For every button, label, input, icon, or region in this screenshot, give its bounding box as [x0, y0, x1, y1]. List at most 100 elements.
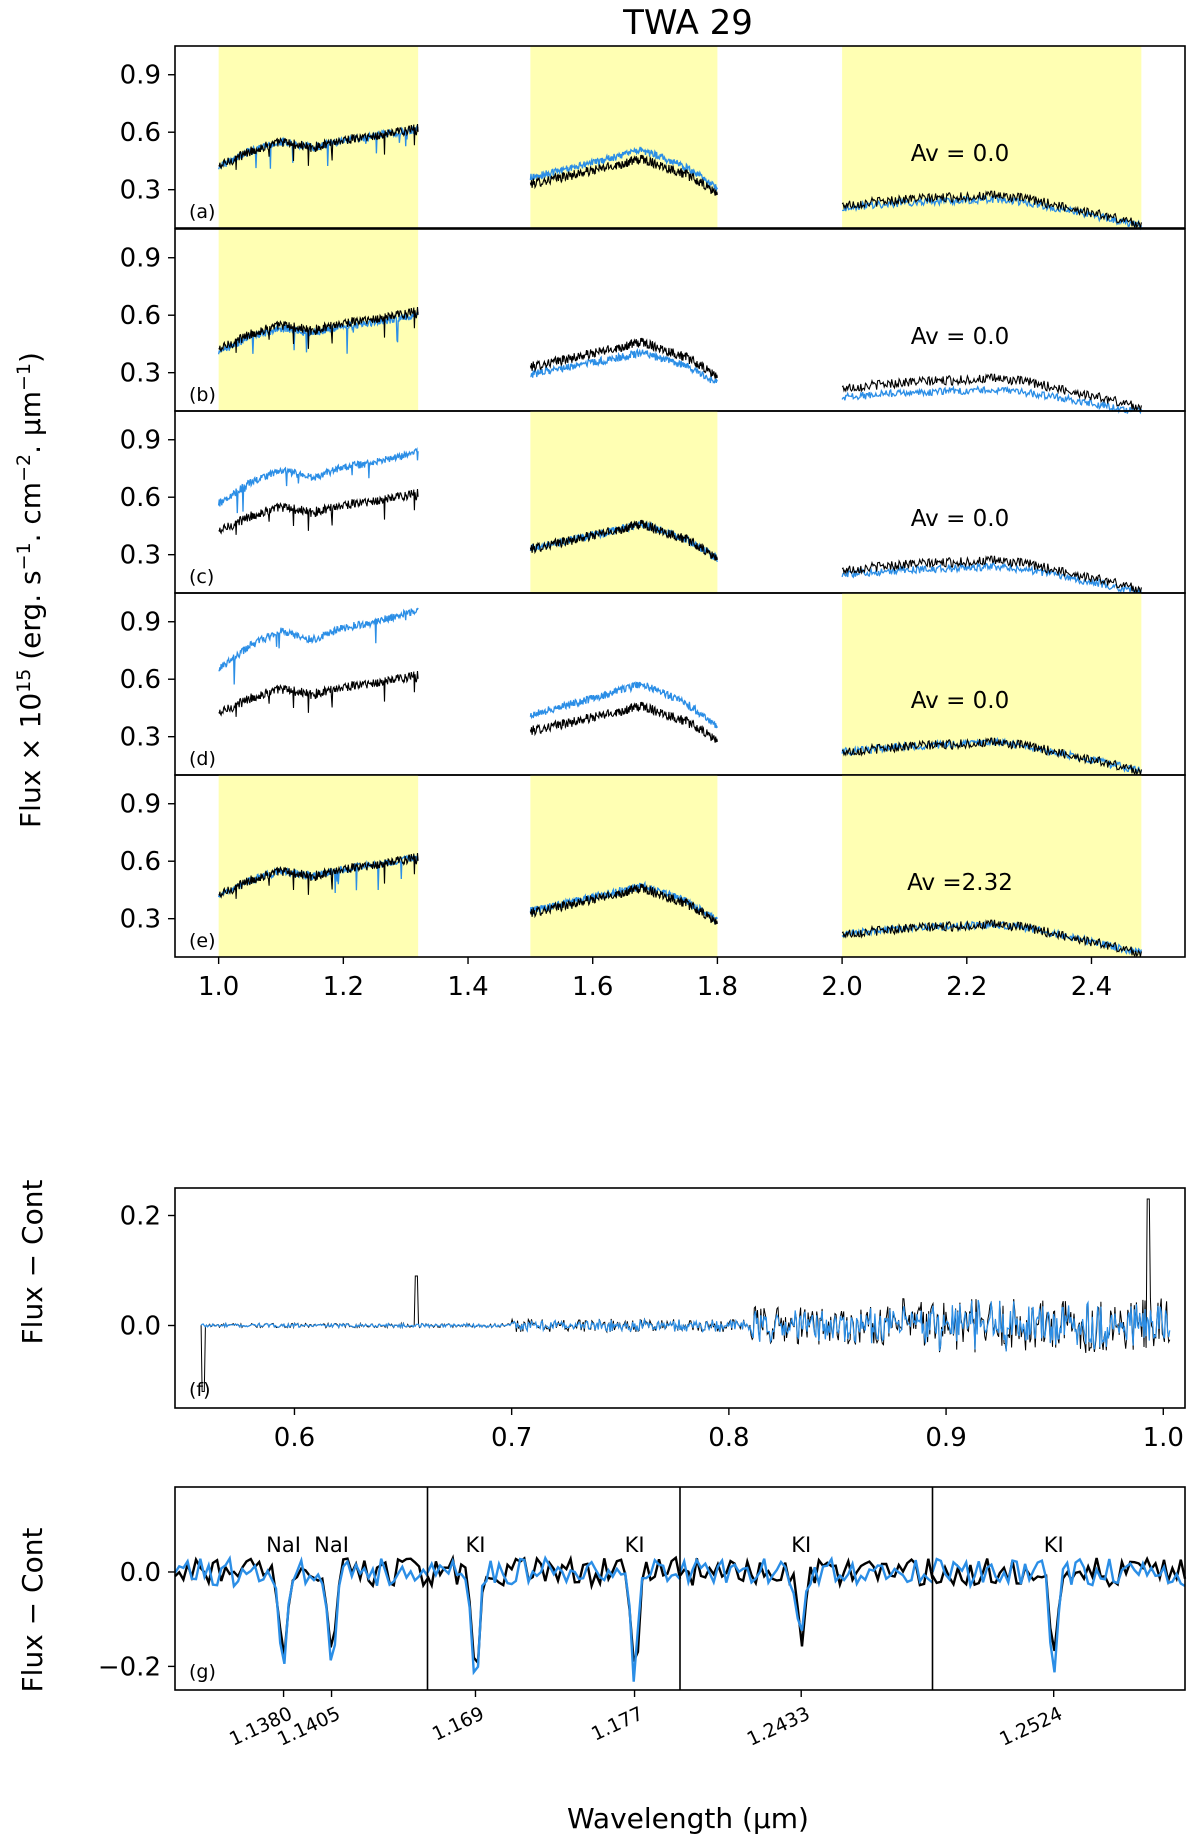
spectral-line-label: KI — [1044, 1533, 1064, 1557]
panel-c: 0.3 0.6 0.9 (c) Av = 0.0 — [120, 410, 1186, 596]
observed-residual — [200, 1198, 1171, 1392]
shaded-band — [530, 775, 718, 957]
spectral-line-label: NaI — [314, 1533, 349, 1557]
y-tick-label: 0.9 — [120, 426, 161, 456]
main-y-axis-title: Flux × 1015 (erg. s−1. cm−2. μm−1) — [13, 352, 47, 828]
spectral-line-label: NaI — [266, 1533, 301, 1557]
y-tick-label: 0.0 — [120, 1558, 161, 1588]
panel-label: (a) — [189, 201, 215, 223]
y-tick-label: 0.3 — [120, 176, 161, 206]
panel-label: (g) — [189, 1661, 216, 1683]
x-tick-label: 1.2 — [323, 972, 364, 1002]
observed-spectrum — [529, 701, 718, 743]
extinction-annotation: Av = 0.0 — [911, 324, 1009, 350]
panel-f: 0.0 0.2 0.6 0.7 0.8 0.9 1.0 (f) — [120, 1187, 1186, 1453]
panel-g-y-axis-title: Flux − Cont — [16, 1528, 49, 1693]
extinction-annotation: Av = 0.0 — [911, 688, 1009, 714]
panel-frame — [174, 1187, 1186, 1409]
model-spectrum — [841, 561, 1143, 596]
subpanel-2: KI KI 1.169 1.177 — [426, 1487, 682, 1746]
panel-label: (f) — [189, 1379, 211, 1401]
extinction-annotation: Av = 0.0 — [911, 506, 1009, 532]
y-tick-label: −0.2 — [98, 1652, 161, 1682]
shaded-band — [218, 775, 419, 957]
model-spectrum — [217, 446, 419, 514]
x-tick-label: 1.2524 — [996, 1703, 1066, 1751]
y-tick-label: 0.9 — [120, 790, 161, 820]
observed-line-profile — [174, 1556, 429, 1657]
y-tick-label: 0.6 — [120, 847, 161, 877]
spectral-line-label: KI — [625, 1533, 645, 1557]
x-tick-label: 1.177 — [588, 1703, 647, 1746]
figure-title: TWA 29 — [622, 3, 753, 43]
subpanel-4: KI 1.2524 — [931, 1487, 1187, 1751]
panel-d: 0.3 0.6 0.9 (d) Av = 0.0 — [120, 592, 1186, 776]
model-line-profile — [173, 1555, 429, 1665]
extinction-annotation: Av = 0.0 — [911, 141, 1009, 167]
y-tick-label: 0.6 — [120, 483, 161, 513]
x-tick-label: 0.8 — [708, 1423, 749, 1453]
observed-spectrum — [529, 883, 718, 925]
extinction-annotation: Av =2.32 — [907, 870, 1013, 896]
shaded-band — [218, 46, 419, 228]
main-panels: 0.3 0.6 0.9 (a) Av = 0.0 0.3 0.6 0.9 (b) Av = 0.0… — [120, 45, 1186, 1002]
observed-spectrum — [218, 488, 419, 535]
spectral-line-label: KI — [465, 1533, 485, 1557]
panel-label: (d) — [189, 748, 216, 770]
model-spectrum — [841, 385, 1143, 415]
model-spectrum — [529, 146, 718, 192]
observed-spectrum — [841, 190, 1142, 229]
x-axis-title: Wavelength (μm) — [567, 1802, 809, 1835]
panel-label: (b) — [189, 384, 216, 406]
y-tick-label: 0.9 — [120, 608, 161, 638]
model-line-profile — [678, 1555, 934, 1632]
observed-spectrum — [529, 519, 718, 561]
x-tick-label: 2.2 — [946, 972, 987, 1002]
x-tick-label: 1.4 — [447, 972, 488, 1002]
x-tick-label: 2.4 — [1071, 972, 1112, 1002]
panel-frame — [174, 774, 1186, 958]
observed-spectrum — [218, 306, 419, 353]
panel-frame — [174, 1486, 1186, 1691]
model-spectrum — [218, 607, 419, 685]
y-tick-label: 0.6 — [120, 301, 161, 331]
panel-b: 0.3 0.6 0.9 (b) Av = 0.0 — [120, 228, 1186, 415]
panel-e: 0.3 0.6 0.9 1.0 1.2 1.4 1.6 1.8 2.0 2.2 2.4 (e) Av =… — [120, 774, 1186, 1002]
x-tick-label: 1.2433 — [744, 1703, 814, 1751]
y-tick-label: 0.9 — [120, 61, 161, 91]
observed-spectrum — [841, 737, 1142, 776]
y-tick-label: 0.3 — [120, 905, 161, 935]
y-tick-label: 0.3 — [120, 541, 161, 571]
panel-a: 0.3 0.6 0.9 (a) Av = 0.0 — [120, 45, 1186, 231]
panel-f-y-axis-title: Flux − Cont — [16, 1180, 49, 1345]
model-residual — [200, 1299, 1171, 1352]
shaded-band — [530, 411, 718, 593]
model-line-profile — [931, 1557, 1186, 1673]
y-tick-label: 0.0 — [120, 1312, 161, 1342]
y-tick-label: 0.3 — [120, 723, 161, 753]
x-tick-label: 1.0 — [198, 972, 239, 1002]
y-tick-label: 0.3 — [120, 359, 161, 389]
x-tick-label: 0.6 — [274, 1423, 315, 1453]
panel-label: (e) — [189, 930, 216, 952]
y-tick-label: 0.2 — [120, 1202, 161, 1232]
panel-label: (c) — [189, 566, 214, 588]
model-spectrum — [530, 347, 718, 384]
observed-spectrum — [529, 337, 718, 379]
y-tick-label: 0.9 — [120, 244, 161, 274]
x-tick-label: 1.6 — [572, 972, 613, 1002]
observed-spectrum — [841, 373, 1142, 412]
x-tick-label: 1.169 — [429, 1703, 488, 1746]
observed-spectrum — [218, 123, 419, 170]
x-tick-label: 1.8 — [697, 972, 738, 1002]
x-tick-label: 2.0 — [821, 972, 862, 1002]
subpanel-3: KI 1.2433 — [678, 1487, 934, 1751]
x-tick-label: 0.9 — [925, 1423, 966, 1453]
panel-frame — [174, 45, 1186, 229]
x-tick-label: 0.7 — [491, 1423, 532, 1453]
observed-spectrum — [841, 919, 1142, 958]
spectral-line-label: KI — [791, 1533, 811, 1557]
